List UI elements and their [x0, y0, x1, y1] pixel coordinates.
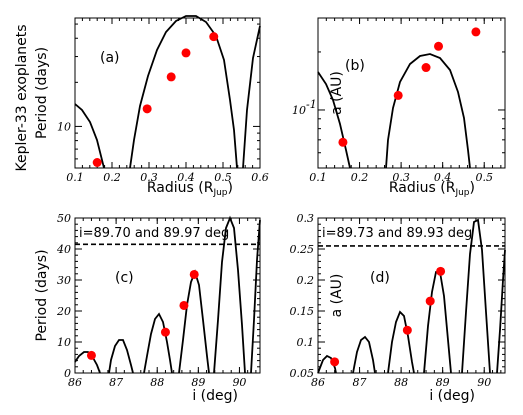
x-axis-label-text: Radius (R — [147, 180, 214, 196]
x-tick-label: 0.3 — [140, 171, 158, 184]
x-tick-label: 89 — [436, 376, 450, 389]
model-curve — [74, 215, 261, 374]
x-axis-label: Radius (RJup) — [389, 180, 475, 198]
x-tick-label: 0.1 — [309, 171, 327, 184]
data-point — [209, 32, 219, 42]
x-axis-label-subscript: Jup — [454, 188, 469, 198]
y-tick-label: 10 — [57, 336, 71, 349]
y-tick-label: 40 — [56, 243, 71, 256]
x-axis-label-subscript: Jup — [212, 188, 227, 198]
figure-side-label: Kepler-33 exoplanets — [14, 24, 30, 171]
panel-b: 0.1 0.2 0.3 0.4 0.5 10 -1 (b)a (AU) Radius (RJup… — [292, 17, 506, 198]
y-axis-label: Period (days) — [34, 249, 50, 341]
x-tick-label: 0.4 — [434, 171, 452, 184]
y-tick-label: 50 — [57, 212, 71, 225]
plot-frame — [74, 217, 261, 374]
data-point — [425, 296, 435, 306]
x-axis-label: i (deg) — [192, 388, 238, 404]
x-axis-label-text: i (deg) — [192, 388, 238, 404]
data-point — [436, 266, 446, 276]
panel-d: 86 87 88 89 90 0.05 0.1 0.15 0.2 0.25 0.3 i=89.73 a… — [290, 212, 506, 404]
x-tick-label: 0.6 — [251, 171, 269, 184]
x-tick-label: 87 — [353, 376, 367, 389]
x-axis-label-text: i (deg) — [429, 388, 475, 404]
data-point — [330, 357, 340, 367]
x-tick-label: 89 — [191, 376, 205, 389]
x-tick-label: 0.2 — [103, 171, 121, 184]
x-tick-label: 90 — [232, 376, 246, 389]
y-tick-label: 0.25 — [290, 243, 315, 256]
x-tick-label: 88 — [394, 376, 408, 389]
x-tick-label: 0.2 — [351, 171, 369, 184]
panel-label: (a) — [100, 50, 120, 66]
data-point — [86, 350, 96, 360]
model-curve — [317, 218, 506, 374]
panel-annotation: i=89.73 and 89.93 deg — [322, 226, 472, 241]
panel-c: 86 87 88 89 90 0 10 20 30 40 50 i=89.70 and 89.97 d… — [34, 212, 261, 404]
x-axis-label-close: ) — [228, 180, 233, 196]
data-point — [471, 27, 481, 37]
y-tick-label: 0.3 — [297, 212, 315, 225]
y-tick-label-exponent: -1 — [306, 98, 317, 111]
panel-label: (d) — [370, 270, 390, 286]
data-point — [189, 269, 199, 279]
data-point — [393, 90, 403, 100]
x-tick-label: 0.3 — [392, 171, 410, 184]
x-tick-label: 87 — [109, 376, 123, 389]
x-axis-label-text: Radius (R — [389, 180, 456, 196]
data-point — [160, 327, 170, 337]
plot-frame — [317, 217, 506, 374]
data-point — [92, 157, 102, 167]
y-axis-label: a (AU) — [329, 274, 345, 318]
y-tick-label: 10 — [292, 104, 306, 117]
y-tick-label: 0.2 — [297, 274, 315, 287]
model-curve — [317, 53, 471, 169]
data-point — [421, 63, 431, 73]
plot-frame — [317, 17, 506, 169]
panel-a: 0.1 0.2 0.3 0.4 0.5 0.6 10 (a) Period (days) Radi… — [34, 15, 269, 198]
x-tick-label: 0.5 — [214, 171, 232, 184]
model-curve — [74, 15, 261, 169]
data-point — [166, 72, 176, 82]
x-axis-label-close: ) — [470, 180, 475, 196]
x-tick-label: 86 — [68, 376, 82, 389]
y-axis-label: a (AU) — [329, 71, 345, 115]
plot-frame — [74, 17, 261, 169]
data-point — [142, 104, 152, 114]
data-point — [338, 137, 348, 147]
x-tick-label: 90 — [477, 376, 491, 389]
panel-annotation: i=89.70 and 89.97 deg — [79, 226, 229, 241]
x-axis-label: Radius (RJup) — [147, 180, 233, 198]
x-tick-label: 0.1 — [66, 171, 84, 184]
y-tick-label: 0.05 — [290, 367, 315, 380]
panel-label: (c) — [115, 270, 134, 286]
y-axis-label: Period (days) — [34, 47, 50, 139]
y-tick-label: 30 — [57, 274, 71, 287]
data-point — [434, 41, 444, 51]
y-tick-label: 0.1 — [297, 336, 315, 349]
data-point — [402, 325, 412, 335]
x-tick-label: 88 — [150, 376, 164, 389]
y-tick-label: 10 — [57, 120, 71, 133]
data-point — [179, 300, 189, 310]
data-point — [181, 48, 191, 58]
y-tick-label: 0 — [64, 367, 71, 380]
x-tick-label: 86 — [311, 376, 325, 389]
panel-label: (b) — [345, 58, 365, 74]
x-tick-label: 0.4 — [177, 171, 195, 184]
x-tick-label: 0.5 — [475, 171, 493, 184]
y-tick-label: 20 — [56, 305, 71, 318]
y-tick-label: 0.15 — [290, 305, 315, 318]
x-axis-label: i (deg) — [429, 388, 475, 404]
